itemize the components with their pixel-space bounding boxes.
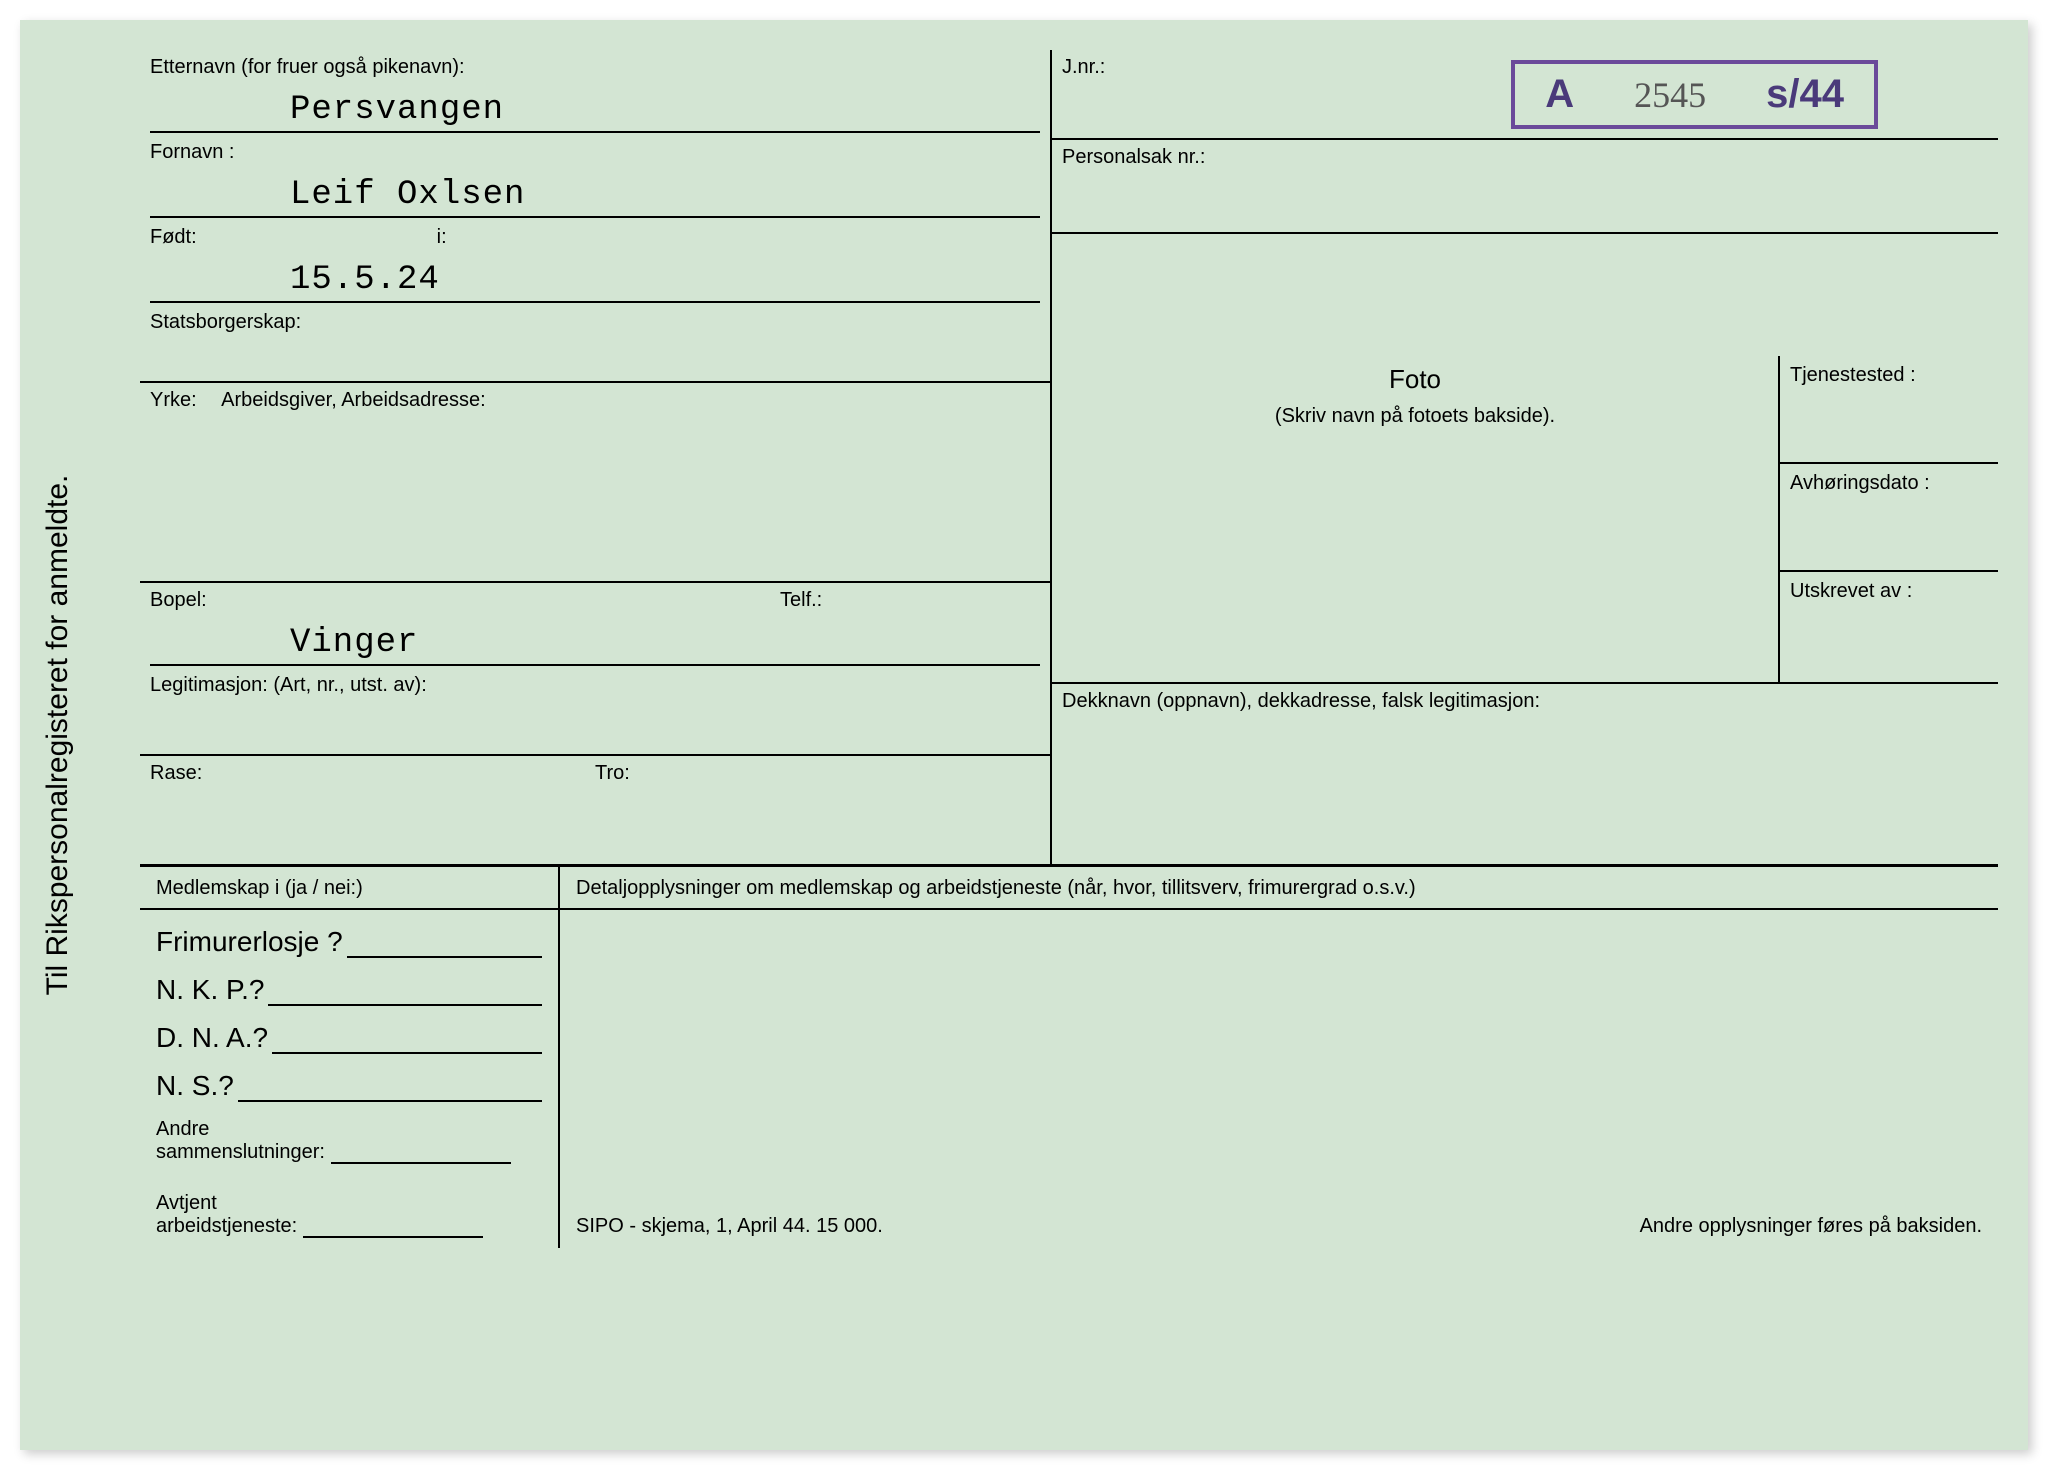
foto-area: Foto (Skriv navn på fotoets bakside).: [1052, 234, 1778, 428]
q-ns: N. S.?: [156, 1070, 542, 1102]
card-content: Etternavn (for fruer også pikenavn): Per…: [140, 50, 1998, 1430]
stamp-box: A 2545 s/44: [1511, 60, 1878, 129]
membership-section: Medlemskap i (ja / nei:) Frimurerlosje ?…: [140, 864, 1998, 1248]
q-dna: D. N. A.?: [156, 1022, 542, 1054]
field-rase-tro: Rase: Tro:: [140, 756, 1050, 846]
field-jnr: J.nr.: A 2545 s/44: [1052, 50, 1998, 140]
fodt-label: Født:: [150, 226, 197, 249]
tjenestested-label: Tjenestested :: [1790, 364, 1988, 387]
q-nkp: N. K. P.?: [156, 974, 542, 1006]
right-column: J.nr.: A 2545 s/44 Personalsak nr.: Foto…: [1050, 50, 1998, 864]
box-tjenestested: Tjenestested :: [1780, 356, 1998, 464]
yrke-label: Yrke:: [150, 389, 197, 412]
utskrevet-label: Utskrevet av :: [1790, 580, 1988, 603]
foto-label: Foto: [1052, 364, 1778, 395]
side-boxes: Tjenestested : Avhøringsdato : Utskrevet…: [1778, 356, 1998, 682]
avtjent: Avtjent arbeidstjeneste:: [156, 1192, 542, 1238]
left-column: Etternavn (for fruer også pikenavn): Per…: [140, 50, 1050, 864]
footer-right: Andre opplysninger føres på baksiden.: [1640, 1215, 1982, 1238]
arbeidsgiver-label: Arbeidsgiver, Arbeidsadresse:: [221, 389, 486, 412]
etternavn-value: Persvangen: [290, 91, 504, 129]
membership-right: Detaljopplysninger om medlemskap og arbe…: [560, 867, 1998, 1248]
field-fornavn: Fornavn : Leif Oxlsen: [140, 135, 1050, 220]
membership-right-header: Detaljopplysninger om medlemskap og arbe…: [560, 867, 1998, 910]
upper-section: Etternavn (for fruer også pikenavn): Per…: [140, 50, 1998, 864]
field-etternavn: Etternavn (for fruer også pikenavn): Per…: [140, 50, 1050, 135]
personalsak-label: Personalsak nr.:: [1062, 146, 1988, 169]
avhoringsdato-label: Avhøringsdato :: [1790, 472, 1988, 495]
field-bopel: Bopel: Telf.: Vinger: [140, 583, 1050, 668]
etternavn-label: Etternavn (for fruer også pikenavn):: [150, 56, 1040, 79]
field-personalsak: Personalsak nr.:: [1052, 140, 1998, 234]
foto-row: Foto (Skriv navn på fotoets bakside). Tj…: [1052, 234, 1998, 684]
field-dekknavn: Dekknavn (oppnavn), dekkadresse, falsk l…: [1052, 684, 1998, 864]
membership-left: Medlemskap i (ja / nei:) Frimurerlosje ?…: [140, 867, 560, 1248]
footer-left: SIPO - skjema, 1, April 44. 15 000.: [560, 1215, 883, 1238]
fodt-i-label: i:: [437, 226, 447, 249]
andre-samm: Andre sammenslutninger:: [156, 1118, 542, 1164]
stamp-a: A: [1545, 72, 1574, 117]
registration-card: Til Rikspersonalregisteret for anmeldte.…: [20, 20, 2028, 1450]
membership-left-header: Medlemskap i (ja / nei:): [140, 867, 558, 910]
q-frimurerlosje: Frimurerlosje ?: [156, 926, 542, 958]
bopel-label: Bopel:: [150, 589, 780, 612]
field-yrke: Yrke: Arbeidsgiver, Arbeidsadresse:: [140, 383, 1050, 583]
stamp-mid: 2545: [1634, 74, 1706, 116]
legitimasjon-label: Legitimasjon: (Art, nr., utst. av):: [150, 674, 1040, 697]
fornavn-value: Leif Oxlsen: [290, 176, 525, 214]
field-fodt: Født: i: 15.5.24: [140, 220, 1050, 305]
side-text: Til Rikspersonalregisteret for anmeldte.: [41, 385, 75, 1085]
stamp-s44: s/44: [1766, 72, 1844, 117]
fodt-value: 15.5.24: [290, 261, 440, 299]
bopel-value: Vinger: [290, 624, 418, 662]
telf-label: Telf.:: [780, 589, 1040, 612]
statsborgerskap-label: Statsborgerskap:: [150, 311, 1040, 334]
dekknavn-label: Dekknavn (oppnavn), dekkadresse, falsk l…: [1062, 690, 1988, 713]
fornavn-label: Fornavn :: [150, 141, 1040, 164]
field-statsborgerskap: Statsborgerskap:: [140, 305, 1050, 383]
tro-label: Tro:: [595, 762, 1040, 838]
box-utskrevet: Utskrevet av :: [1780, 572, 1998, 611]
rase-label: Rase:: [150, 762, 595, 838]
box-avhoringsdato: Avhøringsdato :: [1780, 464, 1998, 572]
field-legitimasjon: Legitimasjon: (Art, nr., utst. av):: [140, 668, 1050, 756]
foto-sub: (Skriv navn på fotoets bakside).: [1052, 405, 1778, 428]
